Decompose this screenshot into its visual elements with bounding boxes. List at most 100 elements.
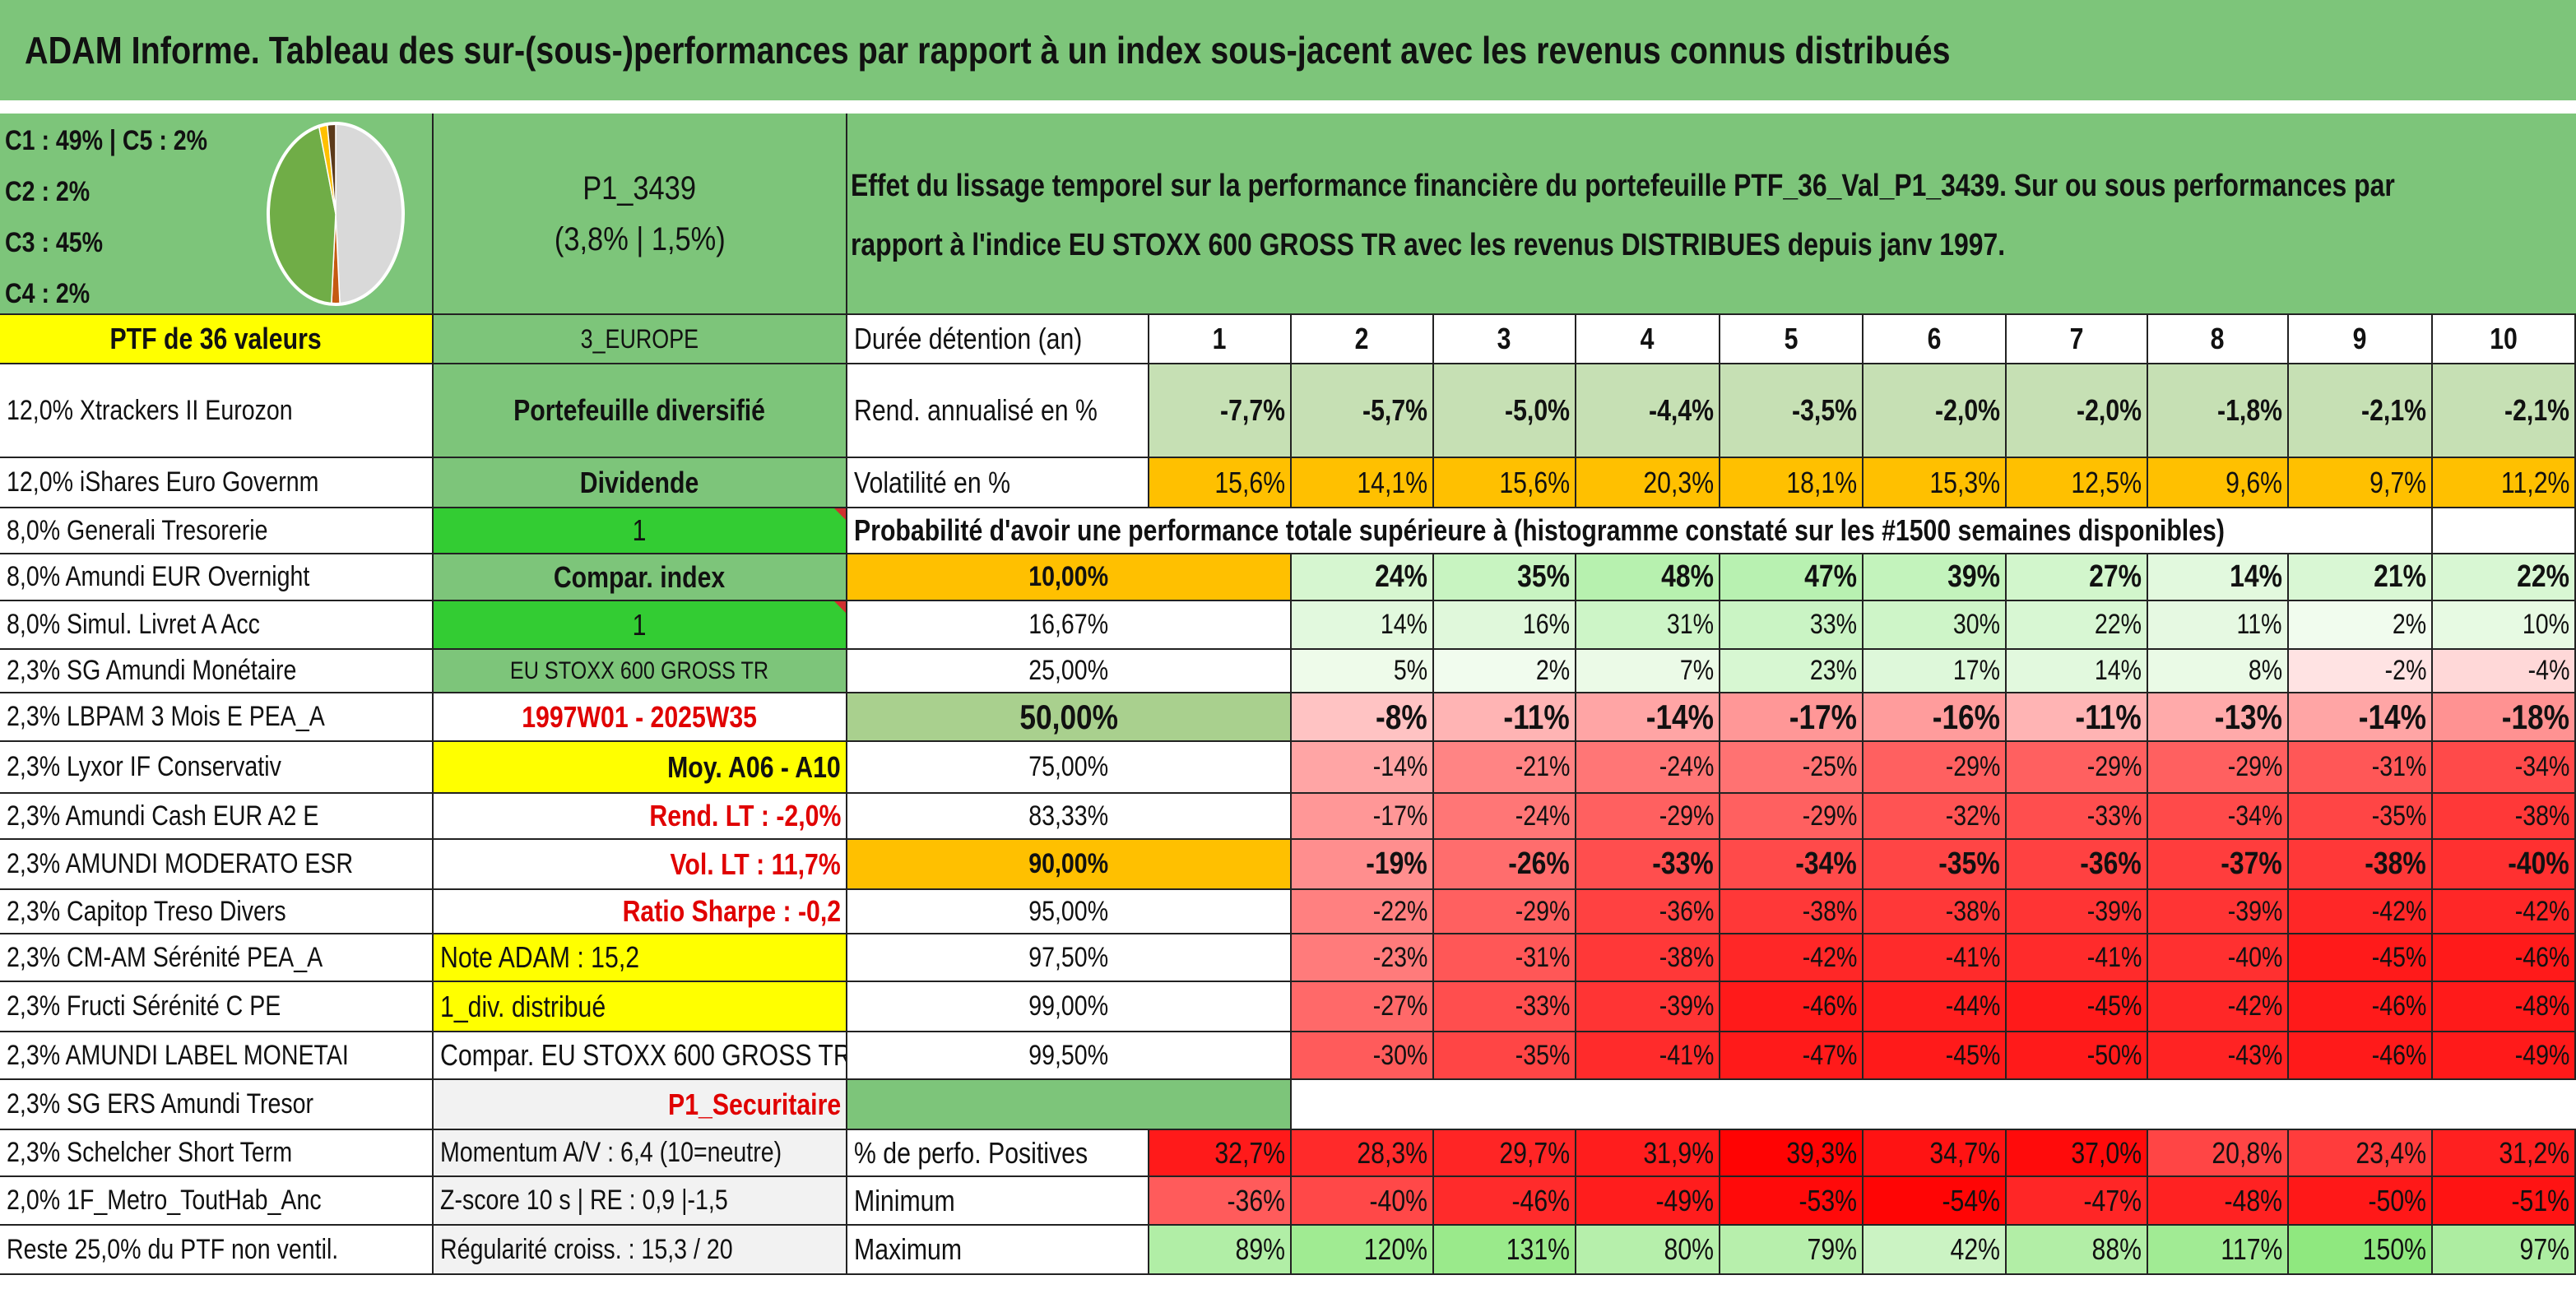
holding-row-text: 2,3% AMUNDI LABEL MONETAI [7,1039,349,1071]
quantile-value-text: 8% [2248,655,2282,686]
holding-row-text: 8,0% Amundi EUR Overnight [7,561,310,592]
year-header: 5 [1720,315,1864,364]
stats-value-text: 32,7% [1214,1135,1285,1170]
info-cell: 1997W01 - 2025W35 [434,693,847,742]
stats-value-text: 88% [2091,1232,2142,1266]
quantile-value: -22% [1292,890,1434,934]
quantile-value-text: 27% [2089,559,2142,594]
quantile-value-text: -29% [1659,800,1714,832]
quantile-value-text: 23% [1809,655,1857,686]
comment-marker [834,601,846,613]
quantile-value-text: -36% [1659,895,1714,927]
quantile-value-text: 33% [1809,609,1857,640]
quantile-label-text: 25,00% [1028,655,1109,686]
info-cell: Ratio Sharpe : -0,2 [434,890,847,934]
stats-label: Minimum [847,1177,1149,1226]
info-cell: Dividende [434,458,847,508]
info-cell: Compar. index [434,554,847,601]
year-header-text: 8 [2211,322,2225,355]
vol-value: 15,6% [1434,458,1576,508]
quantile-value-text: -46% [2514,941,2569,973]
quantile-value: -29% [1720,794,1864,840]
quantile-value: -25% [1720,742,1864,794]
stats-value-text: 42% [1950,1232,2000,1266]
holdings-header-text: PTF de 36 valeurs [109,322,323,355]
description-line: rapport à l'indice EU STOXX 600 GROSS TR… [851,228,2006,262]
quantile-value: 14% [2148,554,2289,601]
quantile-value: -37% [2148,840,2289,890]
stats-value: 42% [1864,1226,2007,1275]
holding-row: 2,3% SG Amundi Monétaire [0,650,434,693]
quantile-value: 14% [2007,650,2148,693]
quantile-value-text: -38% [2514,800,2569,832]
holding-row: 2,3% Fructi Sérénité C PE [0,982,434,1032]
vol-value: 11,2% [2433,458,2576,508]
rend-value-text: -5,7% [1362,393,1427,427]
empty-cell [847,1080,1292,1130]
info-cell-text: Vol. LT : 11,7% [670,846,841,881]
vol-value: 9,7% [2289,458,2433,508]
stats-value: -54% [1864,1177,2007,1226]
quantile-value-text: -11% [1503,697,1570,736]
holding-row: 8,0% Simul. Livret A Acc [0,601,434,650]
duration-label: Durée détention (an) [847,315,1149,364]
stats-value: 117% [2148,1226,2289,1275]
holding-row-text: 2,3% Amundi Cash EUR A2 E [7,800,319,832]
quantile-label-text: 99,00% [1028,990,1109,1022]
empty-row [1292,1080,2576,1130]
quantile-value-text: -42% [2371,895,2426,927]
holding-row-text: 12,0% iShares Euro Governm [7,466,319,498]
quantile-value: -2% [2289,650,2433,693]
info-cell-text: 1 [633,513,647,547]
stats-value-text: 97% [2519,1232,2569,1266]
quantile-value-text: -48% [2514,990,2569,1022]
info-cell: Momentum A/V : 6,4 (10=neutre) [434,1130,847,1177]
quantile-value: 8% [2148,650,2289,693]
quantile-value-text: -42% [1802,941,1857,973]
rend-value: -2,1% [2289,364,2433,458]
quantile-value-text: -36% [2080,846,2142,881]
holding-row: 2,3% Amundi Cash EUR A2 E [0,794,434,840]
stats-label-text: Minimum [854,1183,955,1217]
stats-value: 29,7% [1434,1130,1576,1177]
info-cell-text: P1_Securitaire [667,1087,841,1121]
vol-value: 18,1% [1720,458,1864,508]
quantile-value: -14% [2289,693,2433,742]
holding-row-text: 2,3% Schelcher Short Term [7,1137,293,1168]
holding-row: 8,0% Amundi EUR Overnight [0,554,434,601]
stats-value-text: 29,7% [1499,1135,1570,1170]
quantile-value-text: -45% [2371,941,2426,973]
rend-value-text: -3,5% [1792,393,1857,427]
year-header-text: 2 [1355,322,1369,355]
info-cell-text: 1_div. distribué [440,989,606,1023]
stats-value-text: 89% [1235,1232,1285,1266]
quantile-value-text: -14% [1645,697,1714,736]
comment-marker [834,508,846,520]
quantile-value-text: -35% [1938,846,2000,881]
quantile-value: -43% [2148,1032,2289,1080]
quantile-label: 75,00% [847,742,1292,794]
pie-outline [267,122,405,306]
info-cell: 1_div. distribué [434,982,847,1032]
quantile-value-text: -24% [1659,751,1714,782]
info-cell-text: Compar. index [554,559,726,594]
quantile-value-text: -40% [2508,846,2569,881]
rend-value-text: -2,1% [2361,393,2426,427]
vol-value-text: 15,6% [1499,465,1570,499]
stats-value-text: 120% [1363,1232,1427,1266]
info-cell: Z-score 10 s | RE : 0,9 |-1,5 [434,1177,847,1226]
holding-row: 12,0% Xtrackers II Eurozon [0,364,434,458]
holding-row-text: 2,3% LBPAM 3 Mois E PEA_A [7,701,325,732]
stats-value: 39,3% [1720,1130,1864,1177]
pie-slice-c1 [335,123,404,305]
quantile-value-text: 14% [1380,609,1427,640]
rend-value-text: -7,7% [1220,393,1285,427]
holding-row-text: 2,3% AMUNDI MODERATO ESR [7,848,354,879]
quantile-value-text: -43% [2227,1039,2282,1071]
stats-value-text: 34,7% [1929,1135,2000,1170]
rend-value: -7,7% [1149,364,1292,458]
year-header: 6 [1864,315,2007,364]
year-header: 2 [1292,315,1434,364]
quantile-value: 7% [1576,650,1720,693]
quantile-value: 47% [1720,554,1864,601]
